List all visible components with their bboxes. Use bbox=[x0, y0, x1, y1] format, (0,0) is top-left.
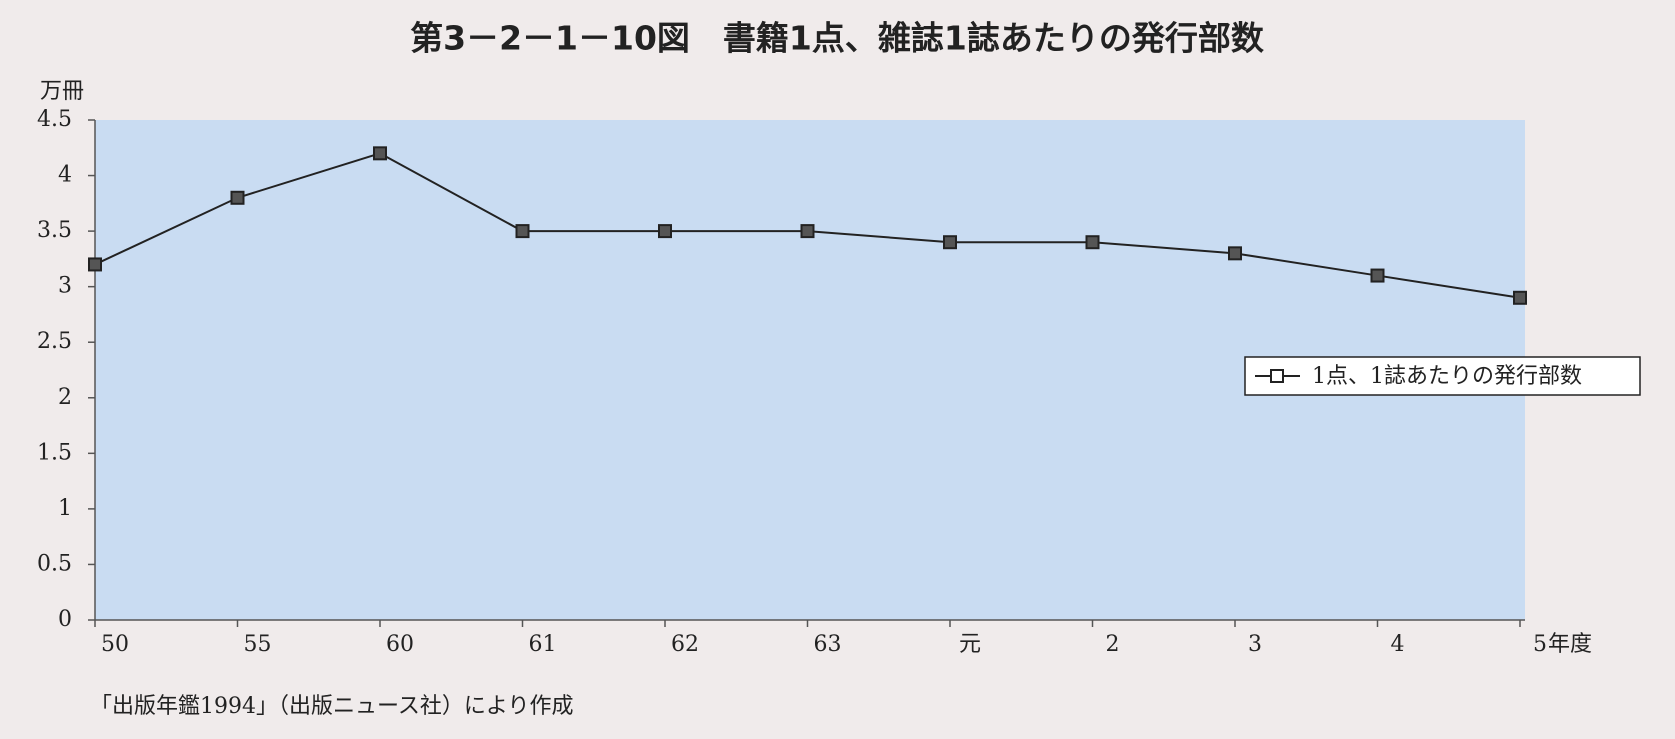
data-point bbox=[658, 224, 672, 239]
y-tick-label: 4.5 bbox=[37, 107, 72, 132]
data-point bbox=[515, 224, 530, 239]
legend-label: 1点、1誌あたりの発行部数 bbox=[1312, 364, 1582, 389]
x-tick-label: 63 bbox=[814, 632, 842, 657]
data-point bbox=[800, 224, 815, 239]
y-tick-label: 1 bbox=[58, 496, 72, 521]
y-axis-label: 万冊 bbox=[40, 79, 84, 104]
x-tick-label: 3 bbox=[1248, 632, 1262, 657]
y-tick-label: 2.5 bbox=[37, 329, 72, 354]
y-tick-label: 3.5 bbox=[37, 218, 72, 243]
data-point bbox=[1513, 290, 1527, 305]
x-tick-label: 55 bbox=[244, 632, 272, 657]
data-point bbox=[943, 235, 957, 250]
x-tick-label: 50 bbox=[101, 632, 129, 657]
x-axis-label: 年度 bbox=[1548, 632, 1592, 657]
y-tick-label: 0 bbox=[58, 607, 72, 632]
x-tick-label: 元 bbox=[959, 632, 981, 657]
source-note: 「出版年鑑1994」（出版ニュース社）により作成 bbox=[90, 694, 573, 719]
legend-box bbox=[1244, 356, 1641, 396]
x-tick-label: 60 bbox=[386, 632, 414, 657]
legend-marker bbox=[1270, 369, 1284, 383]
y-tick-label: 0.5 bbox=[37, 551, 72, 576]
y-tick-label: 3 bbox=[58, 274, 72, 299]
y-tick-label: 2 bbox=[58, 385, 72, 410]
y-tick-label: 4 bbox=[58, 163, 72, 188]
x-tick-label: 4 bbox=[1391, 632, 1405, 657]
data-point bbox=[1370, 268, 1385, 283]
data-point bbox=[373, 146, 387, 161]
x-tick-label: 2 bbox=[1106, 632, 1120, 657]
x-tick-label: 5 bbox=[1533, 632, 1547, 657]
data-point bbox=[1228, 246, 1242, 261]
y-tick-label: 1.5 bbox=[37, 440, 72, 465]
legend: 1点、1誌あたりの発行部数 bbox=[1244, 356, 1641, 396]
x-tick-label: 61 bbox=[529, 632, 557, 657]
chart-title: 第3－2－1－10図 書籍1点、雑誌1誌あたりの発行部数 bbox=[410, 19, 1265, 58]
data-point bbox=[1085, 235, 1100, 250]
data-point bbox=[230, 190, 245, 205]
x-tick-label: 62 bbox=[671, 632, 699, 657]
data-point bbox=[88, 257, 102, 272]
